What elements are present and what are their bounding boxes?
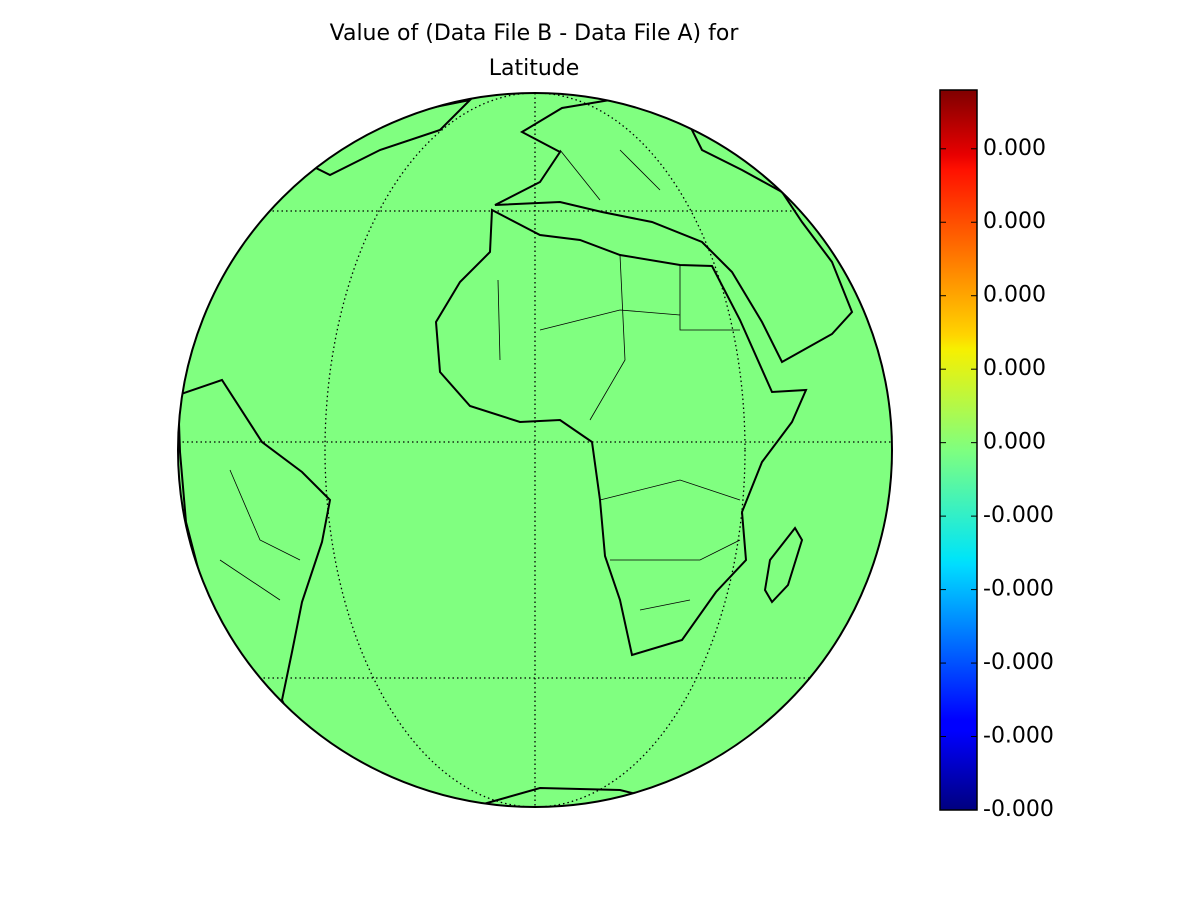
colorbar-tick-label: 0.000 xyxy=(983,209,1046,234)
colorbar-tick-label: -0.000 xyxy=(983,650,1054,675)
africa xyxy=(434,208,808,657)
colorbar-tick-label: -0.000 xyxy=(983,577,1054,602)
colorbar-tick-label: 0.000 xyxy=(983,136,1046,161)
colorbar-ticks: -0.000 -0.000 -0.000 -0.000 -0.000 0.000 0.000… xyxy=(940,136,1054,822)
chart-title: Latitude xyxy=(489,56,580,81)
globe-outline xyxy=(177,92,893,808)
colorbar-tick-label: 0.000 xyxy=(983,356,1046,381)
colorbar-tick-label: -0.000 xyxy=(983,724,1054,749)
eurasia xyxy=(494,96,854,364)
chart-title: Value of (Data File B - Data File A) for xyxy=(330,21,740,46)
colorbar-tick-label: -0.000 xyxy=(983,797,1054,822)
colorbar xyxy=(939,89,978,811)
graticule xyxy=(178,93,892,807)
colorbar-tick-label: -0.000 xyxy=(983,503,1054,528)
borders xyxy=(219,149,741,611)
colorbar-tick-label: 0.000 xyxy=(983,430,1046,455)
madagascar xyxy=(763,526,804,604)
meridian xyxy=(324,93,746,807)
colorbar-tick-label: 0.000 xyxy=(983,283,1046,308)
